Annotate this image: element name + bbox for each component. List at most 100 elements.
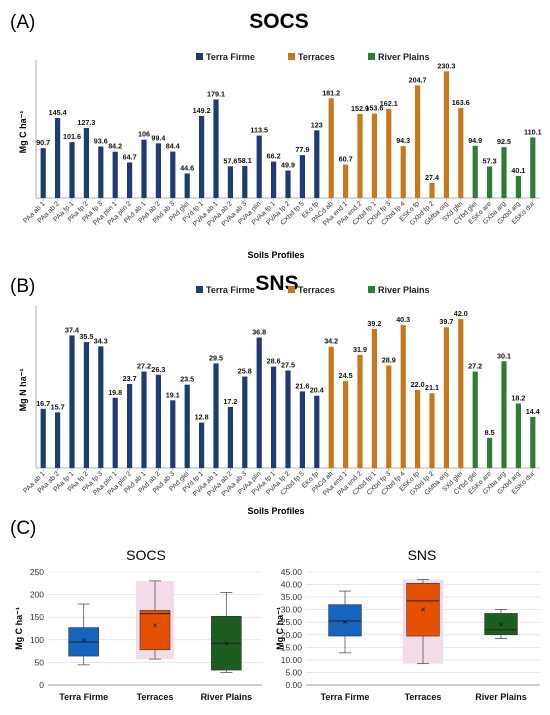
panel-c-letter: (C) xyxy=(10,518,36,539)
bar xyxy=(328,98,334,198)
data-label: 92.5 xyxy=(497,137,511,146)
y-tick-label: 25.00 xyxy=(281,617,303,627)
data-label: 16.7 xyxy=(36,399,50,408)
box xyxy=(328,604,362,637)
bar xyxy=(155,143,161,198)
bar xyxy=(458,319,464,468)
bar xyxy=(299,155,305,198)
bar xyxy=(386,365,392,468)
bar xyxy=(501,147,507,198)
data-label: 204.7 xyxy=(409,75,427,84)
bar xyxy=(271,161,277,198)
bar xyxy=(98,346,104,468)
bar xyxy=(314,130,320,198)
bar xyxy=(127,383,133,468)
data-label: 34.2 xyxy=(324,337,338,346)
legend-swatch xyxy=(196,286,203,293)
bar xyxy=(515,403,521,468)
bar xyxy=(40,408,46,468)
data-label: 39.2 xyxy=(367,319,381,328)
bar xyxy=(357,354,363,468)
mean-marker: × xyxy=(224,638,229,648)
bar xyxy=(256,135,262,198)
data-label: 12.8 xyxy=(195,413,209,422)
box xyxy=(139,610,171,651)
data-label: 64.7 xyxy=(123,152,137,161)
mean-marker: × xyxy=(152,620,157,630)
y-tick-label: 5.00 xyxy=(285,667,302,677)
data-label: 27.5 xyxy=(281,361,295,370)
chart-title: SOCS xyxy=(249,10,309,33)
bar xyxy=(400,325,406,468)
data-label: 34.3 xyxy=(94,336,108,345)
data-label: 29.5 xyxy=(209,353,223,362)
bar xyxy=(472,145,478,198)
data-label: 127.3 xyxy=(77,118,95,127)
data-label: 14.4 xyxy=(526,407,540,416)
data-label: 39.7 xyxy=(439,317,453,326)
data-label: 24.5 xyxy=(339,371,353,380)
y-tick-label: 100 xyxy=(30,635,44,645)
data-label: 152.9 xyxy=(351,104,369,113)
y-tick-label: 250 xyxy=(30,567,44,577)
box xyxy=(406,582,440,637)
bar xyxy=(415,390,421,468)
y-axis-label: Mg C ha⁻¹ xyxy=(275,607,285,650)
data-label: 42.0 xyxy=(454,309,468,318)
bar xyxy=(443,327,449,468)
bar xyxy=(400,146,406,198)
data-label: 93.6 xyxy=(94,137,108,146)
data-label: 181.2 xyxy=(322,88,340,97)
data-label: 21.1 xyxy=(425,383,439,392)
x-axis-label: Soils Profiles xyxy=(247,506,304,516)
data-label: 179.1 xyxy=(207,89,225,98)
data-label: 19.1 xyxy=(166,390,180,399)
bar xyxy=(256,337,262,468)
legend-label: River Plains xyxy=(378,52,430,62)
data-label: 149.2 xyxy=(193,106,211,115)
data-label: 17.2 xyxy=(223,397,237,406)
bar xyxy=(343,164,349,198)
data-label: 49.9 xyxy=(281,161,295,170)
bar xyxy=(112,151,118,198)
legend-label: Terra Firme xyxy=(206,52,255,62)
bar xyxy=(170,151,176,198)
x-tick-label: Terraces xyxy=(405,692,442,702)
bar xyxy=(501,361,507,468)
data-label: 94.9 xyxy=(468,136,482,145)
data-label: 94.3 xyxy=(396,136,410,145)
data-label: 21.6 xyxy=(295,381,309,390)
bar xyxy=(415,85,421,198)
mean-marker: × xyxy=(498,620,503,630)
data-label: 15.7 xyxy=(51,402,65,411)
data-label: 25.8 xyxy=(238,367,252,376)
data-label: 84.2 xyxy=(108,142,122,151)
bar xyxy=(328,346,334,468)
bar xyxy=(487,437,493,468)
y-tick-label: 20.00 xyxy=(281,630,303,640)
data-label: 90.7 xyxy=(36,138,50,147)
sns-box-plot: SNS Mg C ha⁻¹ 0.00 5.00 10.00 15.00 20.00 25.00… xyxy=(275,547,540,702)
bar xyxy=(242,376,248,468)
data-label: 19.8 xyxy=(108,388,122,397)
legend-swatch xyxy=(196,53,203,60)
data-label: 23.5 xyxy=(180,375,194,384)
data-label: 40.3 xyxy=(396,315,410,324)
bar xyxy=(184,173,190,198)
y-tick-label: 30.00 xyxy=(281,605,303,615)
x-tick-label: River Plains xyxy=(201,692,253,702)
panel-a-letter: (A) xyxy=(10,12,35,33)
bar xyxy=(170,400,176,468)
socs-bar-chart: SOCS Terra Firme Terraces River Plains Mg C … xyxy=(18,10,542,260)
y-tick-label: 45.00 xyxy=(281,567,303,577)
x-tick-label: River Plains xyxy=(475,692,527,702)
bar xyxy=(285,370,291,468)
data-label: 57.3 xyxy=(483,156,497,165)
socs-box-plot: SOCS Mg C ha⁻¹ 0 50 100 150 200 250 × Terra Firme… xyxy=(14,547,262,702)
bar xyxy=(112,397,118,468)
data-label: 18.2 xyxy=(511,393,525,402)
data-label: 153.6 xyxy=(365,104,383,113)
mean-marker: × xyxy=(420,605,425,615)
y-axis-label: Mg C ha⁻¹ xyxy=(14,607,24,650)
